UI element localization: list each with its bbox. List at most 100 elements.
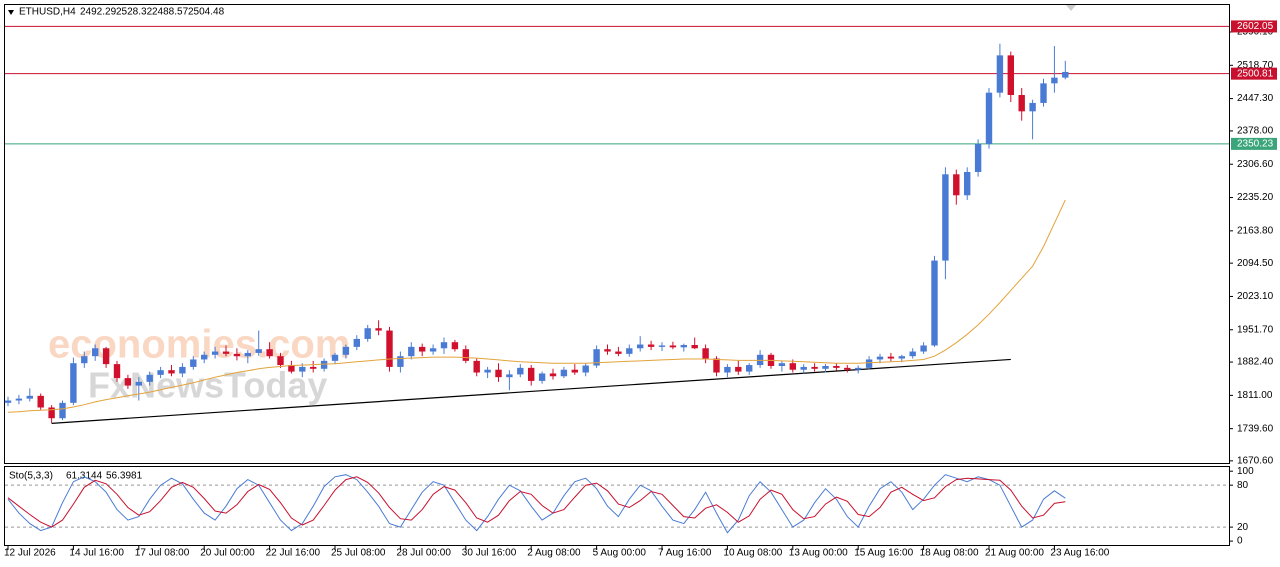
candle-body — [4, 400, 12, 403]
candle-body — [440, 342, 448, 349]
candle-body — [1029, 102, 1036, 112]
candle-body — [964, 171, 971, 196]
candle-body — [811, 366, 818, 369]
watermark: economies.com — [48, 323, 350, 367]
x-tick-label: 22 Jul 16:00 — [266, 548, 321, 559]
last-high: 2528.32 — [116, 7, 153, 18]
x-tick-label: 20 Jul 00:00 — [200, 548, 255, 559]
candle-body — [538, 373, 546, 381]
y-tick-label: 2306.60 — [1237, 159, 1274, 170]
x-tick-label: 30 Jul 16:00 — [462, 548, 517, 559]
candle-body — [702, 348, 709, 359]
candle-body — [310, 366, 317, 369]
level-label: 2500.81 — [1237, 68, 1274, 79]
x-tick-label: 14 Jul 16:00 — [69, 548, 124, 559]
candle-body — [898, 356, 905, 359]
candle-body — [844, 367, 851, 370]
candle-body — [517, 367, 524, 375]
candle-body — [15, 398, 23, 401]
candle-body — [102, 348, 110, 365]
candle-body — [495, 369, 502, 378]
candle-body — [571, 369, 578, 373]
candle-body — [429, 348, 437, 352]
candle-body — [266, 349, 273, 357]
candle-body — [451, 342, 459, 350]
candle-body — [277, 356, 284, 366]
candle-body — [833, 365, 840, 368]
candle-body — [647, 344, 655, 347]
stoch-signal-value: 56.3981 — [106, 471, 143, 482]
candle-body — [48, 407, 55, 419]
last-low: 2488.57 — [152, 7, 189, 18]
candle-body — [124, 378, 132, 386]
candle-body — [746, 365, 753, 372]
y-tick-label: 0 — [1237, 536, 1243, 547]
level-label: 2350.23 — [1237, 139, 1274, 150]
candle-body — [81, 356, 88, 364]
candle-body — [70, 363, 77, 403]
candle-body — [190, 359, 197, 367]
x-tick-label: 12 Jul 2026 — [4, 548, 56, 559]
candle-body — [364, 328, 371, 339]
shift-marker — [1066, 5, 1076, 11]
y-tick-label: 100 — [1237, 466, 1254, 477]
candle-body — [37, 395, 44, 408]
candle-body — [1051, 77, 1058, 84]
level-label: 2602.05 — [1237, 21, 1274, 32]
price-panel — [4, 4, 1230, 464]
candle-body — [865, 359, 873, 368]
candle-body — [1040, 83, 1047, 103]
candle-body — [168, 370, 175, 374]
candle-body — [604, 349, 611, 352]
candle-body — [353, 338, 360, 347]
candle-body — [658, 345, 666, 347]
candle-body — [876, 356, 884, 360]
candle-body — [211, 351, 219, 355]
x-tick-label: 18 Aug 08:00 — [920, 548, 979, 559]
candle-body — [680, 345, 687, 348]
y-tick-label: 2023.10 — [1237, 291, 1274, 302]
last-close: 2504.48 — [188, 7, 225, 18]
candle-body — [1018, 95, 1025, 112]
candle-body — [1007, 55, 1014, 96]
candle-body — [822, 365, 829, 369]
y-tick-label: 1739.60 — [1237, 423, 1274, 434]
symbol-arrow — [8, 10, 14, 15]
candle-body — [135, 381, 142, 386]
candle-body — [920, 345, 927, 352]
candle-body — [560, 369, 568, 377]
candle-body — [549, 373, 557, 377]
y-tick-label: 1882.40 — [1237, 357, 1274, 368]
candle-body — [528, 367, 535, 381]
candle-body — [484, 369, 491, 373]
candle-body — [985, 92, 993, 144]
candle-body — [887, 356, 895, 359]
y-tick-label: 2378.00 — [1237, 126, 1274, 137]
candle-body — [789, 363, 796, 370]
candle-body — [974, 143, 982, 172]
candle-body — [288, 365, 295, 372]
candle-body — [996, 55, 1004, 93]
candle-body — [59, 402, 66, 419]
candle-body — [408, 346, 415, 357]
candle-body — [462, 349, 469, 361]
candle-body — [724, 366, 731, 373]
candle-body — [299, 366, 306, 372]
candle-body — [419, 346, 426, 352]
stoch-main-value: 61.3144 — [66, 471, 103, 482]
candle-body — [397, 356, 404, 367]
candle-body — [26, 395, 33, 399]
candle-body — [179, 366, 186, 374]
candle-body — [331, 354, 339, 361]
stochastic-line — [7, 476, 1066, 528]
candle-body — [582, 365, 589, 373]
y-tick-label: 1951.70 — [1237, 324, 1274, 335]
y-tick-label: 80 — [1237, 480, 1249, 491]
candle-body — [386, 330, 393, 367]
candle-body — [778, 363, 786, 366]
candle-body — [92, 348, 99, 357]
indicator-title: Sto(5,3,3) — [9, 471, 53, 482]
level-label-box — [1231, 67, 1277, 80]
